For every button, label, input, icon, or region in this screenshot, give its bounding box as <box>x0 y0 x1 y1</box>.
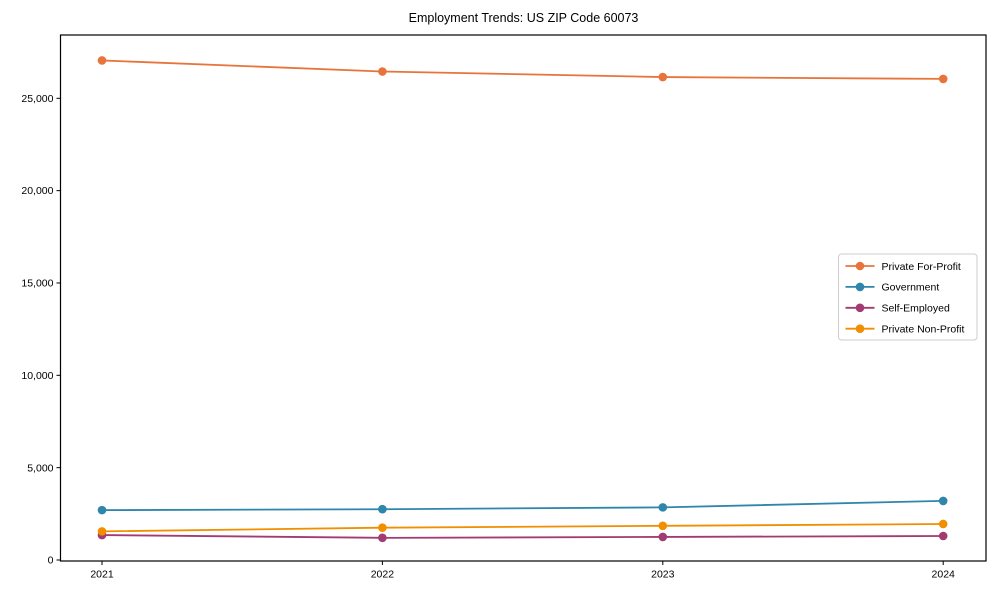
legend-label-private-for-profit: Private For-Profit <box>882 261 961 273</box>
y-tick-label: 20,000 <box>21 185 53 197</box>
legend-label-government: Government <box>882 282 940 294</box>
data-point-government-2024 <box>938 496 948 506</box>
data-point-private-non-profit-2022 <box>378 523 387 532</box>
data-point-government-2021 <box>97 505 107 515</box>
x-tick-label: 2022 <box>371 569 395 581</box>
data-point-self-employed-2023 <box>658 532 668 542</box>
data-point-private-non-profit-2023 <box>658 521 668 531</box>
legend-marker-private-for-profit <box>855 261 865 271</box>
x-tick-label: 2024 <box>932 569 956 581</box>
data-point-self-employed-2022 <box>378 533 387 543</box>
data-point-private-non-profit-2024 <box>938 519 948 529</box>
series-line-private-for-profit <box>101 59 945 80</box>
series-line-government <box>101 500 945 512</box>
series-line-private-non-profit <box>101 523 945 533</box>
legend-label-self-employed: Self-Employed <box>882 303 950 315</box>
data-point-private-for-profit-2023 <box>658 72 668 82</box>
series-line-self-employed <box>101 534 945 539</box>
chart-title: Employment Trends: US ZIP Code 60073 <box>408 11 639 25</box>
legend-box <box>838 253 978 341</box>
y-tick-label: 15,000 <box>21 278 53 290</box>
plot-border <box>59 34 987 562</box>
y-tick-label: 5,000 <box>27 462 53 474</box>
data-point-private-for-profit-2024 <box>938 74 948 84</box>
y-tick-label: 25,000 <box>21 93 53 105</box>
legend-marker-government <box>855 282 865 292</box>
x-tick-label: 2021 <box>90 569 114 581</box>
y-tick-label: 0 <box>48 555 54 567</box>
data-point-government-2023 <box>658 503 668 512</box>
data-point-self-employed-2024 <box>938 531 948 541</box>
data-point-private-non-profit-2021 <box>97 527 107 536</box>
legend-marker-self-employed <box>855 303 865 313</box>
y-tick-label: 10,000 <box>21 370 53 382</box>
data-point-government-2022 <box>378 504 387 514</box>
data-point-private-for-profit-2022 <box>378 67 387 76</box>
data-point-private-for-profit-2021 <box>97 56 107 65</box>
legend-label-private-non-profit: Private Non-Profit <box>882 324 965 336</box>
x-tick-label: 2023 <box>651 569 675 581</box>
legend-marker-private-non-profit <box>855 324 865 334</box>
